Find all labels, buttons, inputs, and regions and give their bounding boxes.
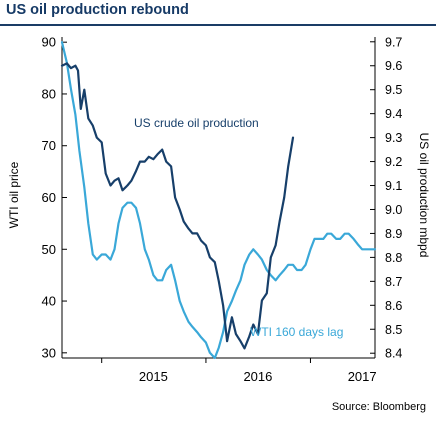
series-wti-160-days-lag (60, 41, 377, 360)
right-tick-label: 9.0 (385, 203, 402, 217)
left-tick-label: 50 (42, 242, 56, 257)
right-tick-label: 9.6 (385, 59, 402, 73)
right-tick-label: 8.5 (385, 323, 402, 337)
series-us-crude-oil-production (60, 62, 295, 350)
right-tick-label: 9.1 (385, 179, 402, 193)
source-note: Source: Bloomberg (331, 401, 426, 413)
left-tick-label: 30 (42, 345, 56, 360)
left-tick-label: 90 (42, 35, 56, 50)
x-axis: 2015 2016 2017 (62, 357, 377, 384)
line-chart: 30 40 50 60 70 80 90 8.4 8.5 8.6 8.7 8.8 8.9 9.0 9.1 9… (7, 35, 431, 384)
x-tick-label: 2015 (139, 369, 168, 384)
right-tick-label: 8.7 (385, 275, 402, 289)
title-divider (0, 24, 436, 26)
right-tick-label: 9.2 (385, 155, 402, 169)
left-tick-label: 70 (42, 138, 56, 153)
right-tick-label: 8.9 (385, 227, 402, 241)
right-tick-label: 9.4 (385, 107, 402, 121)
left-tick-label: 80 (42, 86, 56, 101)
right-tick-label: 9.7 (385, 35, 402, 49)
right-tick-label: 8.4 (385, 347, 402, 361)
x-tick-label: 2017 (348, 369, 377, 384)
annotation-us-crude-oil-production: US crude oil production (134, 116, 259, 130)
annotation-wti-160-days-lag: WTI 160 days lag (250, 325, 343, 339)
right-tick-label: 8.8 (385, 251, 402, 265)
left-y-axis: 30 40 50 60 70 80 90 (42, 35, 67, 360)
right-tick-label: 9.5 (385, 83, 402, 97)
right-y-axis: 8.4 8.5 8.6 8.7 8.8 8.9 9.0 9.1 9.2 9.3 9.4 9.5 9.6 9… (370, 35, 402, 361)
y-axis-label: WTI oil price (7, 161, 21, 228)
right-tick-label: 9.3 (385, 131, 402, 145)
series-layer (60, 41, 377, 360)
y2-axis-label: US oil production mbpd (417, 133, 431, 258)
left-tick-label: 40 (42, 294, 56, 309)
chart-title: US oil production rebound (6, 2, 189, 18)
right-tick-label: 8.6 (385, 299, 402, 313)
left-tick-label: 60 (42, 190, 56, 205)
x-tick-label: 2016 (243, 369, 272, 384)
